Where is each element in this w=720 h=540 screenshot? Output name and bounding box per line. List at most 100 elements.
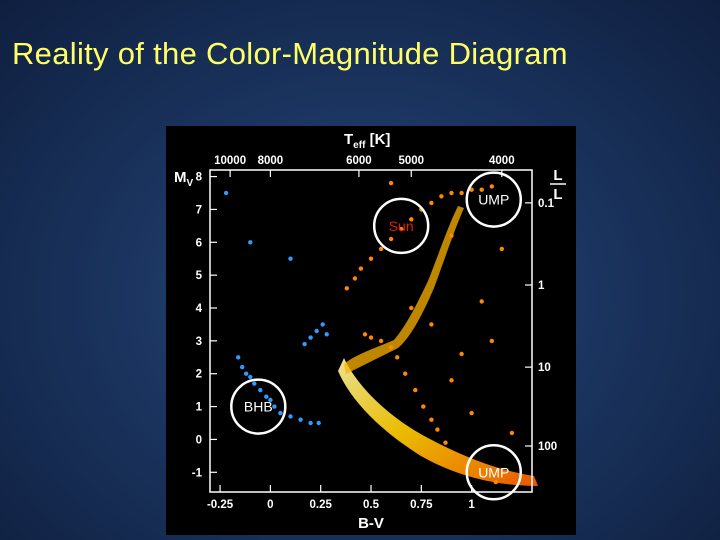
- data-point: [252, 381, 257, 386]
- annotation-label: BHB: [244, 399, 273, 415]
- data-point: [395, 355, 400, 360]
- annotation-label: UMP: [478, 464, 509, 480]
- data-point: [509, 430, 515, 436]
- data-point: [459, 190, 464, 196]
- data-point: [248, 374, 253, 380]
- right-axis-title: L L: [550, 167, 566, 203]
- data-point: [223, 190, 229, 196]
- right-tick-label: 100: [538, 441, 557, 453]
- data-point: [288, 256, 293, 261]
- color-magnitude-diagram: -0.25 0 0.25 0.5 0.75 1 -1 0 1 2 3 4 5 6 7 8 10000 8000 60…: [166, 126, 576, 535]
- data-point: [469, 187, 474, 192]
- data-point: [240, 364, 245, 370]
- data-point: [409, 217, 414, 222]
- y-tick-label: 8: [196, 172, 203, 184]
- x-tick-label: -0.25: [207, 499, 234, 511]
- data-point: [314, 328, 319, 334]
- y-tick-label: -1: [192, 467, 203, 479]
- y-tick-label: 5: [196, 270, 203, 282]
- x-tick-label: 1: [468, 499, 475, 511]
- data-point: [388, 345, 394, 350]
- y-tick-label: 1: [196, 402, 203, 414]
- data-point: [308, 335, 313, 340]
- data-point: [453, 453, 458, 459]
- data-point: [399, 226, 404, 232]
- data-point: [378, 246, 384, 252]
- data-point: [449, 233, 454, 238]
- data-point: [493, 479, 498, 485]
- y-tick-label: 3: [196, 336, 202, 348]
- data-point: [421, 404, 426, 409]
- data-point: [368, 256, 374, 261]
- data-point: [258, 387, 263, 393]
- data-point: [489, 184, 494, 189]
- data-point: [248, 240, 253, 245]
- annotation-circle: [372, 197, 430, 255]
- data-point: [298, 417, 303, 422]
- svg-text:L: L: [553, 167, 562, 184]
- annotation-circle: [465, 171, 523, 228]
- top-axis-title: Teff [K]: [344, 131, 390, 151]
- data-point: [264, 394, 269, 399]
- data-point: [362, 332, 368, 337]
- data-point: [288, 414, 293, 419]
- y-tick-label: 6: [196, 237, 202, 249]
- data-point: [489, 338, 494, 344]
- data-point: [388, 236, 394, 242]
- top-tick-label: 4000: [489, 155, 515, 167]
- data-point: [479, 187, 484, 192]
- data-point: [459, 351, 464, 357]
- data-point: [479, 473, 484, 478]
- data-point: [439, 194, 444, 199]
- data-point: [302, 341, 307, 347]
- svg-text:L: L: [553, 186, 562, 203]
- data-point: [352, 276, 358, 281]
- data-point: [316, 420, 321, 426]
- data-point: [388, 180, 394, 186]
- data-point: [409, 305, 414, 311]
- y-axis-title: MV: [174, 169, 194, 189]
- subgiant-branch-band: [344, 206, 464, 374]
- right-tick-label: 0.1: [538, 198, 555, 210]
- top-tick-label: 6000: [346, 155, 372, 167]
- data-point: [449, 378, 454, 383]
- data-point: [236, 355, 241, 360]
- data-point: [278, 410, 283, 416]
- data-point: [449, 190, 454, 196]
- x-tick-label: 0: [267, 499, 273, 511]
- annotation-label: UMP: [478, 192, 509, 208]
- data-point: [368, 335, 374, 340]
- data-point: [272, 404, 277, 409]
- plot-frame: [209, 169, 533, 493]
- annotation-label: Sun: [389, 218, 414, 234]
- y-tick-label: 0: [196, 434, 202, 446]
- x-tick-label: 0.25: [309, 499, 332, 511]
- top-tick-label: 8000: [258, 155, 284, 167]
- data-point: [244, 371, 249, 376]
- data-point: [443, 440, 448, 445]
- data-point: [268, 397, 273, 403]
- data-point: [378, 338, 384, 344]
- annotation-circle: [465, 444, 523, 501]
- data-point: [429, 200, 434, 206]
- data-point: [499, 246, 504, 252]
- x-tick-label: 0.5: [363, 499, 380, 511]
- data-point: [479, 299, 484, 304]
- x-tick-label: 0.75: [410, 499, 433, 511]
- top-tick-label: 5000: [398, 155, 424, 167]
- data-point: [435, 427, 440, 432]
- y-tick-label: 4: [196, 303, 203, 315]
- right-tick-label: 10: [538, 362, 551, 374]
- slide-title: Reality of the Color-Magnitude Diagram: [12, 36, 568, 71]
- y-tick-label: 2: [196, 369, 202, 381]
- x-axis-title: B-V: [358, 515, 384, 532]
- data-point: [320, 322, 325, 327]
- top-tick-label: 10000: [214, 155, 246, 167]
- annotation-circle: [230, 378, 287, 435]
- data-point: [308, 420, 313, 426]
- data-point: [413, 387, 418, 393]
- main-sequence-band: [338, 358, 538, 486]
- right-tick-label: 1: [538, 280, 545, 292]
- data-point: [358, 266, 364, 271]
- data-point: [469, 410, 474, 416]
